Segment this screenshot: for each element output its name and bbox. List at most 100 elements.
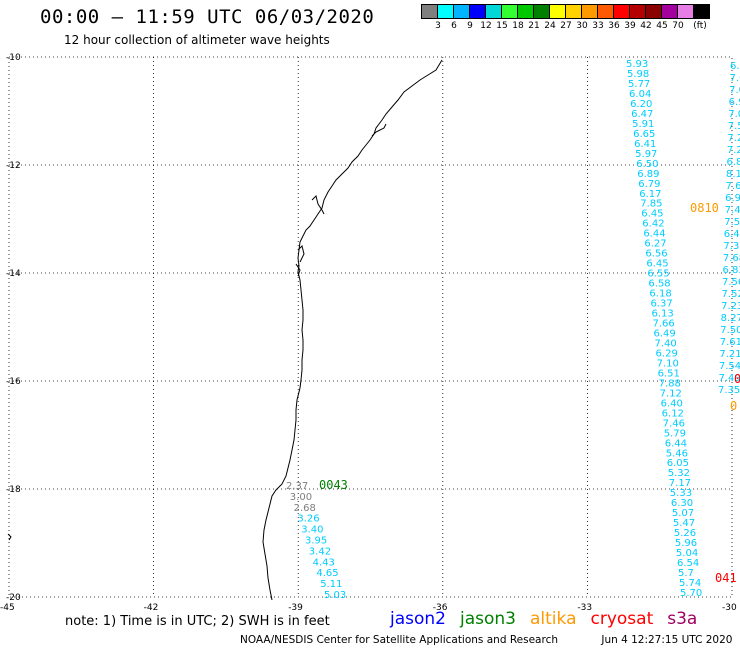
track-b-value: 6.47 [724, 229, 740, 240]
pass-time-label: 041 [715, 571, 737, 585]
track-a-value: 5.7 [678, 568, 694, 579]
track-b-value: 7.0 [728, 109, 740, 120]
track-b-value: 7.23 [721, 301, 740, 312]
track-a-value: 6.50 [636, 159, 658, 170]
track-b-value: 8.27 [721, 313, 740, 324]
track-a-value: 6.27 [644, 239, 666, 250]
track-a-value: 6.56 [645, 249, 667, 260]
track-c-value: 4.65 [316, 568, 338, 579]
track-a-value: 7.12 [660, 388, 682, 399]
track-a-value: 7.85 [640, 199, 662, 210]
track-b-value: 6.8 [726, 157, 740, 168]
track-a-value: 5.32 [668, 468, 690, 479]
track-a-value: 6.79 [638, 179, 660, 190]
track-a-value: 5.46 [666, 448, 688, 459]
wave-height-map: -10 -12 -14 -16 -18 -20-45 -42 -39 -36 -33 -30 5.9… [0, 53, 740, 612]
pass-time-label: 0 [730, 399, 737, 413]
legend-item-cryosat: cryosat [590, 609, 654, 629]
track-b-value: 6.7 [730, 61, 740, 72]
color-scale-label: 6 [451, 21, 457, 31]
color-scale-labels: 3 6 9 12 15 18 21 24 27 30 33 36 39 42 45 70 (ft) [422, 21, 740, 33]
lat-tick-label: -18 [6, 485, 21, 495]
footer-note: note: 1) Time is in UTC; 2) SWH is in fe… [65, 614, 330, 629]
track-a-value: 6.45 [641, 209, 663, 220]
legend-item-jason3: jason3 [460, 609, 516, 629]
track-a-value: 5.33 [670, 488, 692, 499]
track-b-value: 7.0 [729, 85, 740, 96]
track-b-value: 7.35 [723, 241, 740, 252]
color-scale-label: 45 [656, 21, 668, 31]
track-a-value: 5.04 [676, 548, 698, 559]
track-b-value: 7.35 [718, 385, 740, 396]
track-b-value: 7.50 [720, 325, 740, 336]
track-a-value: 5.98 [627, 69, 649, 80]
track-a-value: 5.91 [632, 119, 654, 130]
track-c-value: 3.26 [297, 514, 319, 525]
lat-tick-label: -10 [6, 53, 21, 63]
color-scale-label: (ft) [693, 21, 707, 31]
color-swatch-18 [693, 4, 710, 19]
lat-tick-label: -12 [6, 161, 21, 171]
color-scale-label: 70 [672, 21, 684, 31]
track-a-value: 5.26 [674, 528, 696, 539]
color-scale-label: 33 [592, 21, 604, 31]
track-b-value: 6.9 [729, 97, 740, 108]
map-frame [8, 56, 733, 598]
track-b-value: 7.2 [727, 133, 740, 144]
track-a-value: 5.77 [628, 79, 650, 90]
satellite-legend: jason2 jason3 altika cryosat s3a [390, 609, 711, 629]
track-a-value: 6.51 [658, 368, 680, 379]
track-a-value: 6.17 [639, 189, 661, 200]
track-b-value: 7.2 [727, 145, 740, 156]
track-b-value: 7.61 [720, 337, 740, 348]
track-a-value: 6.44 [665, 438, 687, 449]
color-scale-label: 42 [640, 21, 652, 31]
map-grid [8, 56, 733, 598]
track-a-value: 7.46 [663, 418, 685, 429]
lon-tick-label: -45 [0, 603, 15, 612]
track-a-value: 6.30 [671, 498, 693, 509]
map-title: 00:00 — 11:59 UTC 06/03/2020 [40, 6, 375, 28]
color-scale-label: 30 [576, 21, 588, 31]
track-a-value: 6.45 [646, 259, 668, 270]
lon-tick-label: -33 [577, 603, 592, 612]
track-a-value: 6.41 [634, 139, 656, 150]
track-a-value: 5.70 [680, 588, 702, 599]
track-b-value: 7.57 [724, 217, 740, 228]
color-scale-label: 9 [467, 21, 473, 31]
lat-tick-label: -16 [6, 377, 21, 387]
track-a-value: 6.55 [647, 269, 669, 280]
track-a-value: 5.96 [675, 538, 697, 549]
credit-timestamp: Jun 4 12:27:15 UTC 2020 [601, 634, 733, 646]
pass-time-label: 0810 [690, 201, 719, 215]
track-b-value: 7.5 [728, 121, 740, 132]
track-a-value: 6.12 [662, 408, 684, 419]
wave-height-values: 5.935.985.776.046.206.475.916.656.415.97… [286, 59, 740, 601]
track-b-value: 7.49 [718, 373, 740, 384]
track-a-value: 6.37 [650, 299, 672, 310]
track-a-value: 5.47 [673, 518, 695, 529]
track-b-value: 8.1 [726, 169, 740, 180]
color-scale-label: 18 [512, 21, 524, 31]
lon-tick-label: -39 [288, 603, 303, 612]
track-c-value: 3.42 [309, 546, 331, 557]
track-c-value: 2.68 [294, 503, 316, 514]
legend-item-s3a: s3a [667, 609, 698, 629]
lon-tick-label: -42 [144, 603, 159, 612]
track-a-value: 6.54 [677, 558, 699, 569]
track-a-value: 6.47 [631, 109, 653, 120]
track-a-value: 6.05 [667, 458, 689, 469]
pass-time-label: 0043 [319, 478, 348, 492]
track-b-value: 7.44 [725, 205, 740, 216]
track-a-value: 6.44 [643, 229, 665, 240]
color-scale-label: 3 [435, 21, 441, 31]
track-a-value: 7.66 [652, 319, 674, 330]
map-tick-labels: -10 -12 -14 -16 -18 -20-45 -42 -39 -36 -33 -30 [0, 53, 737, 612]
track-a-value: 6.65 [633, 129, 655, 140]
lon-tick-label: -36 [433, 603, 448, 612]
track-b-value: 6.95 [725, 193, 740, 204]
legend-item-jason2: jason2 [390, 609, 446, 629]
color-scale-bar [421, 4, 710, 19]
track-a-value: 7.10 [657, 358, 679, 369]
color-scale-label: 21 [528, 21, 540, 31]
